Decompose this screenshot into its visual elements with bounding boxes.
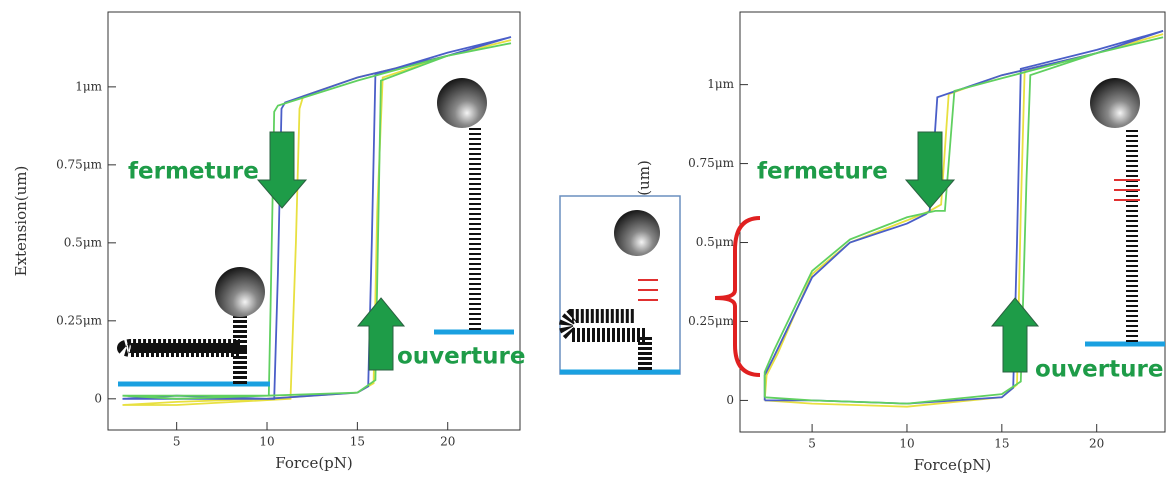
- x-axis-label: Force(pN): [275, 454, 353, 472]
- y-tick-label: 0: [726, 393, 734, 407]
- oligo: [638, 279, 658, 301]
- arrow-up: [990, 297, 1040, 373]
- hairpin: [559, 309, 652, 370]
- plot-frame: [107, 11, 521, 431]
- x-tick-label: 10: [899, 437, 914, 451]
- annotation: fermeture: [757, 159, 888, 185]
- trace: [763, 36, 1164, 405]
- x-tick-label: 10: [259, 435, 274, 449]
- oligo: [1114, 179, 1140, 201]
- x-tick-label: 5: [173, 435, 181, 449]
- bead: [437, 78, 487, 128]
- x-tick-label: 15: [350, 435, 365, 449]
- x-tick-label: 20: [1089, 437, 1104, 451]
- trace: [122, 36, 512, 400]
- trace: [122, 42, 512, 400]
- y-tick-label: 0.25μm: [688, 314, 735, 328]
- x-tick-label: 15: [994, 437, 1009, 451]
- annotation: fermeture: [128, 159, 259, 185]
- bead: [614, 210, 660, 256]
- annotation: ouverture: [397, 344, 525, 370]
- trace: [763, 30, 1164, 405]
- y-axis-label: (um): [635, 160, 653, 196]
- bead: [1090, 78, 1140, 128]
- y-tick-label: 1μm: [707, 77, 734, 91]
- y-tick-label: 0.5μm: [696, 235, 735, 249]
- arrow-up: [356, 297, 406, 371]
- illustrations: [117, 78, 1165, 387]
- x-tick-label: 20: [440, 435, 455, 449]
- y-tick-label: 0.25μm: [56, 313, 103, 327]
- y-tick-label: 0.75μm: [688, 156, 735, 170]
- arrow-down: [256, 131, 308, 209]
- y-axis-label: Extension(um): [12, 166, 30, 277]
- y-tick-label: 0.5μm: [64, 235, 103, 249]
- plots: 5 10 15 20 0 0.25μm 0.5μm 0.75μm 1μm Force(pN) Ext…: [12, 11, 1166, 474]
- hairpin: [117, 315, 247, 384]
- plot-frame: [739, 11, 1166, 433]
- x-tick-label: 5: [808, 437, 816, 451]
- annotation: ouverture: [1035, 357, 1163, 383]
- y-tick-label: 0.75μm: [56, 157, 103, 171]
- x-axis-label: Force(pN): [914, 456, 992, 474]
- y-tick-label: 0: [94, 391, 102, 405]
- arrow-down: [904, 131, 956, 209]
- brace: [714, 216, 761, 377]
- annotations: fermeture ouverture fermeture ouverture: [128, 159, 1163, 383]
- y-tick-label: 1μm: [75, 79, 102, 93]
- bead: [215, 267, 265, 317]
